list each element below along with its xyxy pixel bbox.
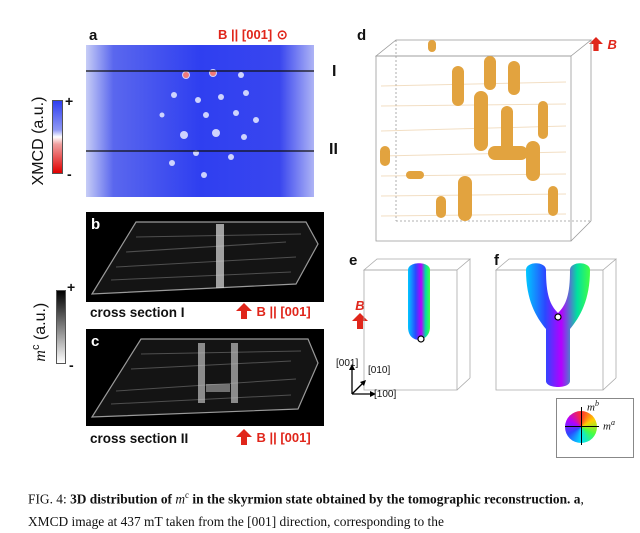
panel-e-label: e	[349, 252, 358, 269]
xmcd-image-svg	[86, 45, 314, 197]
magnetization-color-wheel-legend: mb ma	[556, 398, 634, 458]
panel-c-label: c	[91, 333, 100, 350]
ma-label: ma	[603, 418, 615, 433]
mc-colorbar-title: mc (a.u.)	[30, 286, 50, 378]
arrow-up-icon	[589, 37, 603, 51]
xmcd-colorbar-plus: +	[65, 93, 74, 109]
panel-b-field: B || [001]	[236, 303, 311, 321]
line-I-label: I	[332, 63, 337, 80]
cross-section-I-image	[86, 212, 324, 302]
xmcd-colorbar-title: XMCD (a.u.)	[30, 96, 47, 186]
cross-section-I-svg	[90, 221, 319, 295]
xmcd-colorbar	[52, 100, 63, 174]
caption-title-part1: 3D distribution of	[70, 491, 176, 507]
xmcd-colorbar-minus: -	[67, 166, 72, 182]
mc-colorbar-minus: -	[69, 357, 74, 373]
axes-icon	[349, 364, 376, 397]
mb-text: m	[587, 401, 595, 414]
xmcd-image	[86, 45, 314, 197]
mc-colorbar	[56, 290, 66, 364]
field-label-text: B || [001]	[218, 27, 273, 42]
caption-panel-a: a	[573, 491, 581, 507]
caption-fig-number: FIG. 4:	[28, 491, 67, 507]
field-label-text: B || [001]	[256, 304, 311, 319]
figure-caption: FIG. 4: 3D distribution of mc in the sky…	[28, 484, 618, 533]
mb-sup: b	[594, 399, 599, 408]
ma-text: m	[603, 420, 611, 433]
panel-a-label: a	[89, 27, 98, 44]
axis-x-label: [100]	[374, 389, 397, 400]
panel-c-field: B || [001]	[236, 429, 311, 447]
panel-f-label: f	[494, 252, 499, 269]
mc-title-sup: c	[29, 344, 42, 351]
cross-section-I-caption: cross section I	[90, 305, 185, 320]
skyrmion-3d-svg	[374, 39, 593, 242]
cross-section-II-caption: cross section II	[90, 431, 189, 446]
field-out-of-plane-icon: ⊙	[276, 27, 288, 42]
cross-section-II-svg	[90, 338, 319, 418]
mc-title-main: m	[32, 350, 50, 362]
caption-title-math: m	[175, 491, 186, 507]
merging-skyrmion-svg	[494, 258, 618, 391]
line-II-label: II	[329, 141, 338, 158]
merging-skyrmion-render	[494, 255, 624, 395]
panel-d-field: B	[589, 36, 617, 54]
cross-section-II-image	[86, 329, 324, 426]
field-label-text: B || [001]	[256, 430, 311, 445]
axis-y-label: [010]	[368, 365, 391, 376]
crystal-axes: [001] [010] [100]	[336, 358, 416, 404]
isolated-skyrmion-svg	[362, 258, 472, 391]
arrow-up-icon	[236, 429, 252, 445]
field-label-text: B	[355, 298, 365, 313]
panel-d-label: d	[357, 27, 367, 44]
caption-title-part2: in the skyrmion state obtained by the to…	[189, 491, 571, 507]
panel-a-field-label: B || [001] ⊙	[218, 26, 288, 44]
mc-title-unit: (a.u.)	[32, 302, 50, 345]
mb-label: mb	[587, 399, 599, 414]
field-label-text: B	[607, 37, 617, 52]
axis-z-label: [001]	[336, 358, 359, 369]
ma-sup: a	[610, 418, 615, 427]
arrow-up-icon	[236, 303, 252, 319]
caption-text: , XMCD image at 437 mT taken from the [0…	[28, 491, 584, 530]
panel-b-label: b	[91, 216, 101, 233]
caption-title-sup: c	[185, 490, 190, 500]
skyrmion-3d-render	[366, 36, 606, 246]
mc-colorbar-plus: +	[67, 279, 76, 295]
isolated-skyrmion-render	[362, 255, 482, 395]
